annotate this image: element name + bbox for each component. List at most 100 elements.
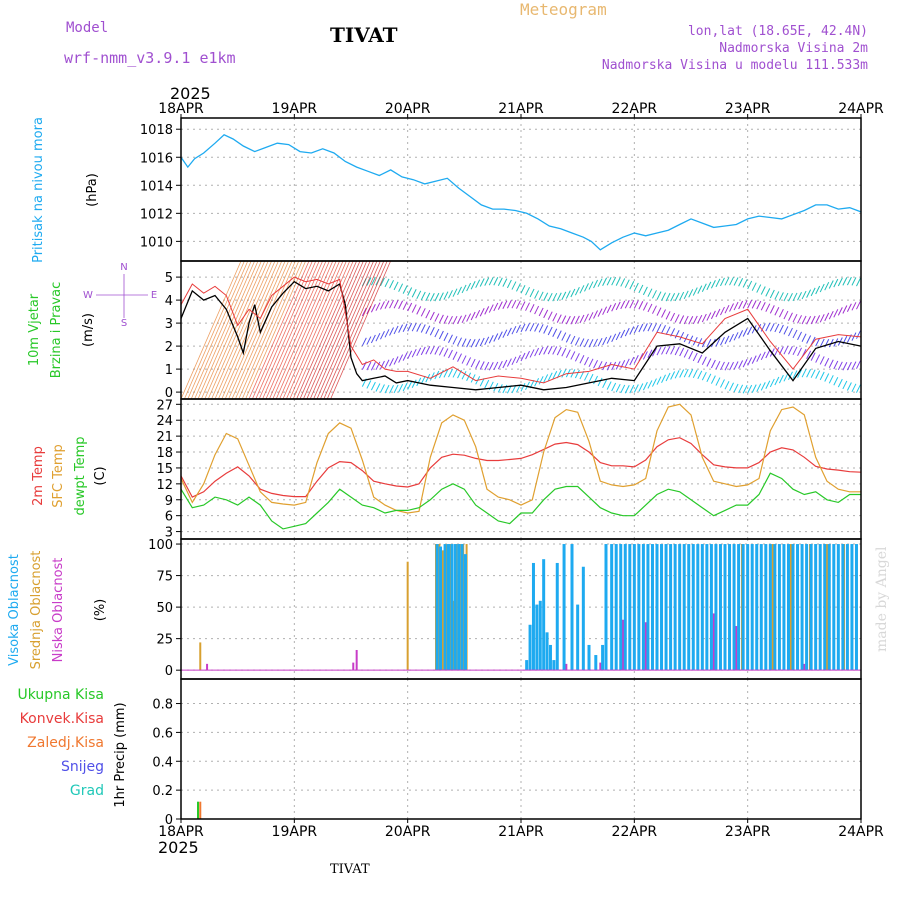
wind-barb [724,381,730,390]
wind-barb [756,323,762,333]
low_cloud-bar [622,619,624,671]
wind-barb [398,354,404,363]
wind-barb [584,372,589,381]
pressure-axis-title: Pritisak na nivou mora [31,117,46,263]
wind-barb [629,281,635,290]
model-elevation-text: Nadmorska Visina u modelu 111.533m [601,58,868,73]
wind-barb [679,315,685,324]
wind-barb [529,288,535,298]
wind-barb [815,315,821,324]
wind-barb-row [361,368,861,394]
wind-hatch-line [313,260,374,400]
wind-hatch-line [309,260,371,400]
precip-legend-item: Grad [70,783,104,799]
wind-barb [788,312,793,321]
wind-barb [806,368,812,378]
compass-east: E [151,290,157,301]
model-label: Model [66,20,109,36]
compass-west: W [83,290,93,301]
wind-barb [683,290,689,300]
wind-barb [788,346,793,355]
high_cloud-bar [755,544,759,671]
wind-barb [788,327,793,337]
wind-barb [706,358,712,367]
wind-barb [828,310,834,320]
wind-barb [543,309,549,319]
wind-barb [597,308,603,317]
wind-barb [824,281,830,291]
wind-barb [674,346,680,356]
wind-hatch-line [316,260,378,400]
wind-barb [470,358,476,368]
wind-barb [742,279,748,288]
wind-hatch-line [299,260,361,400]
low_cloud-bar [735,626,738,671]
wind-barb [380,277,385,287]
wind-barb [738,384,744,394]
wind-barb [697,354,703,364]
wind-barb [656,346,662,356]
wind-barb [765,303,771,312]
wind-barb [461,355,467,364]
wind-barb [783,373,789,382]
wind-hatch-line [238,260,300,400]
wind-barb [747,357,753,366]
wind-barb [506,327,512,337]
wind-barb [429,311,435,321]
wind-barb [529,349,535,358]
wind-barb [402,382,408,392]
wind-barb [493,361,499,371]
wind-barb [502,300,508,309]
wind-hatch-line [248,260,310,400]
wind-hatch-line [252,260,313,400]
wind-barb [511,281,517,290]
wind-barb [647,349,653,358]
y-tick-label: 21 [156,430,173,445]
wind-gust-line [180,276,862,384]
wind-barb [801,315,807,325]
wind-barb [701,356,707,365]
wind-barb [837,277,843,287]
wind-barb [484,379,490,389]
high_cloud-bar [604,544,608,671]
wind-barb [420,291,426,301]
wind-barb [842,361,848,371]
wind-barb [520,301,526,310]
x-label-top: 23APR [725,101,771,117]
wind-barb [538,346,544,356]
wind-barb [393,356,399,365]
wind-barb [720,337,725,346]
wind-barb [837,361,843,371]
wind-barb [792,292,798,302]
wind-barb [579,285,585,294]
wind-barb [706,339,712,348]
high_cloud-bar [682,544,686,671]
low_cloud-bar [803,663,806,671]
y-tick-label: 0.4 [152,755,173,770]
wind-barb [547,292,553,302]
y-tick-label: 0.8 [152,698,173,713]
wind-barb [466,357,472,366]
wind-barb [674,292,680,302]
y-tick-label: 3 [165,526,173,541]
wind-barb [370,381,376,391]
wind-barb [407,302,413,312]
wind-barb [452,288,458,297]
high_cloud-bar [796,544,800,671]
wind-hatch-line [292,260,354,400]
wind-barb [375,302,381,311]
wind-barb [443,291,449,300]
wind-barb [370,361,376,371]
wind-barb [629,384,635,394]
wind-barb [683,333,689,343]
high_cloud-bar [601,644,605,671]
wind-barb [715,278,721,288]
wind-barb [642,286,648,296]
wind-barb [389,385,394,394]
wind-barb [629,356,635,366]
precip-legend-item: Ukupna Kisa [17,687,104,703]
wind-barb [461,371,467,380]
wind-barb [488,304,494,313]
high_cloud-bar [552,660,556,671]
wind-barb [593,310,598,319]
